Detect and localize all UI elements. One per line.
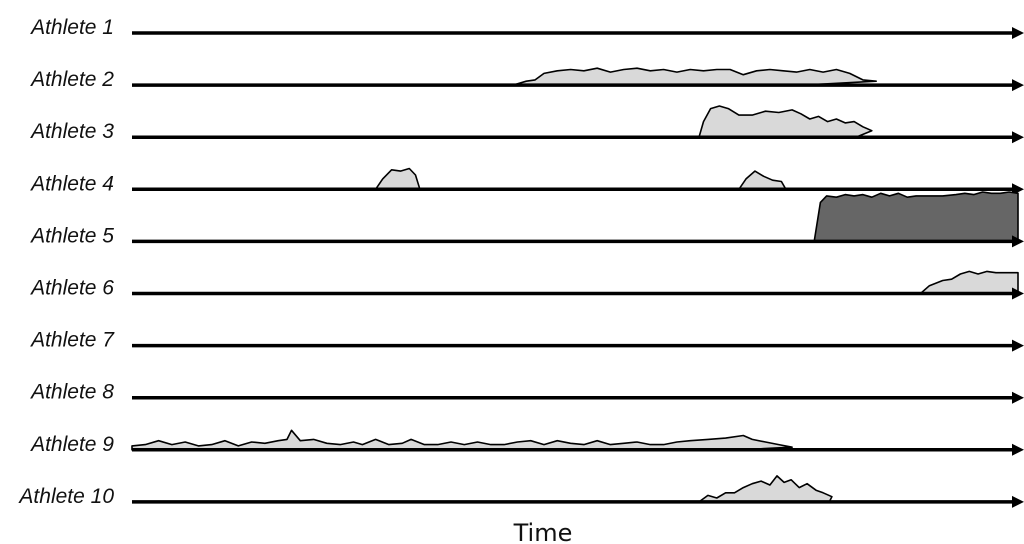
arrowhead-icon [1012, 287, 1024, 300]
activity-area [813, 191, 1019, 243]
athlete-row: Athlete 3 [29, 105, 1024, 144]
x-axis-label: Time [513, 519, 573, 544]
activity-area [698, 475, 833, 503]
arrowhead-icon [1012, 443, 1024, 456]
rows-layer: Athlete 1 Athlete 2 Athlete 3 Athlete 4 Athl… [17, 16, 1024, 508]
athlete-label: Athlete 2 [29, 68, 114, 91]
activity-area [698, 105, 873, 138]
athlete-label: Athlete 4 [29, 172, 114, 195]
arrowhead-icon [1012, 495, 1024, 508]
arrowhead-icon [1012, 79, 1024, 92]
athlete-label: Athlete 1 [29, 16, 114, 39]
athlete-row: Athlete 4 [29, 167, 1024, 196]
arrowhead-icon [1012, 235, 1024, 248]
athlete-row: Athlete 7 [29, 329, 1024, 352]
activity-area [512, 67, 877, 86]
athlete-row: Athlete 5 [29, 191, 1024, 248]
activity-area [131, 429, 793, 451]
athlete-row: Athlete 10 [17, 475, 1024, 508]
athlete-label: Athlete 3 [29, 120, 114, 143]
athlete-row: Athlete 9 [29, 429, 1024, 456]
arrowhead-icon [1012, 27, 1024, 39]
athlete-label: Athlete 7 [29, 329, 115, 352]
athlete-label: Athlete 10 [17, 485, 114, 508]
athlete-row: Athlete 8 [29, 381, 1024, 404]
activity-area [738, 170, 787, 191]
activity-area [919, 270, 1019, 295]
arrowhead-icon [1012, 339, 1024, 352]
athlete-row: Athlete 1 [29, 16, 1024, 39]
athlete-row: Athlete 6 [29, 270, 1024, 300]
arrowhead-icon [1012, 391, 1024, 404]
athlete-label: Athlete 8 [29, 381, 114, 404]
activity-area [374, 167, 421, 191]
athlete-row: Athlete 2 [29, 67, 1024, 92]
arrowhead-icon [1012, 131, 1024, 144]
athlete-label: Athlete 9 [29, 433, 114, 456]
athlete-label: Athlete 6 [29, 277, 114, 300]
athlete-label: Athlete 5 [29, 224, 114, 247]
